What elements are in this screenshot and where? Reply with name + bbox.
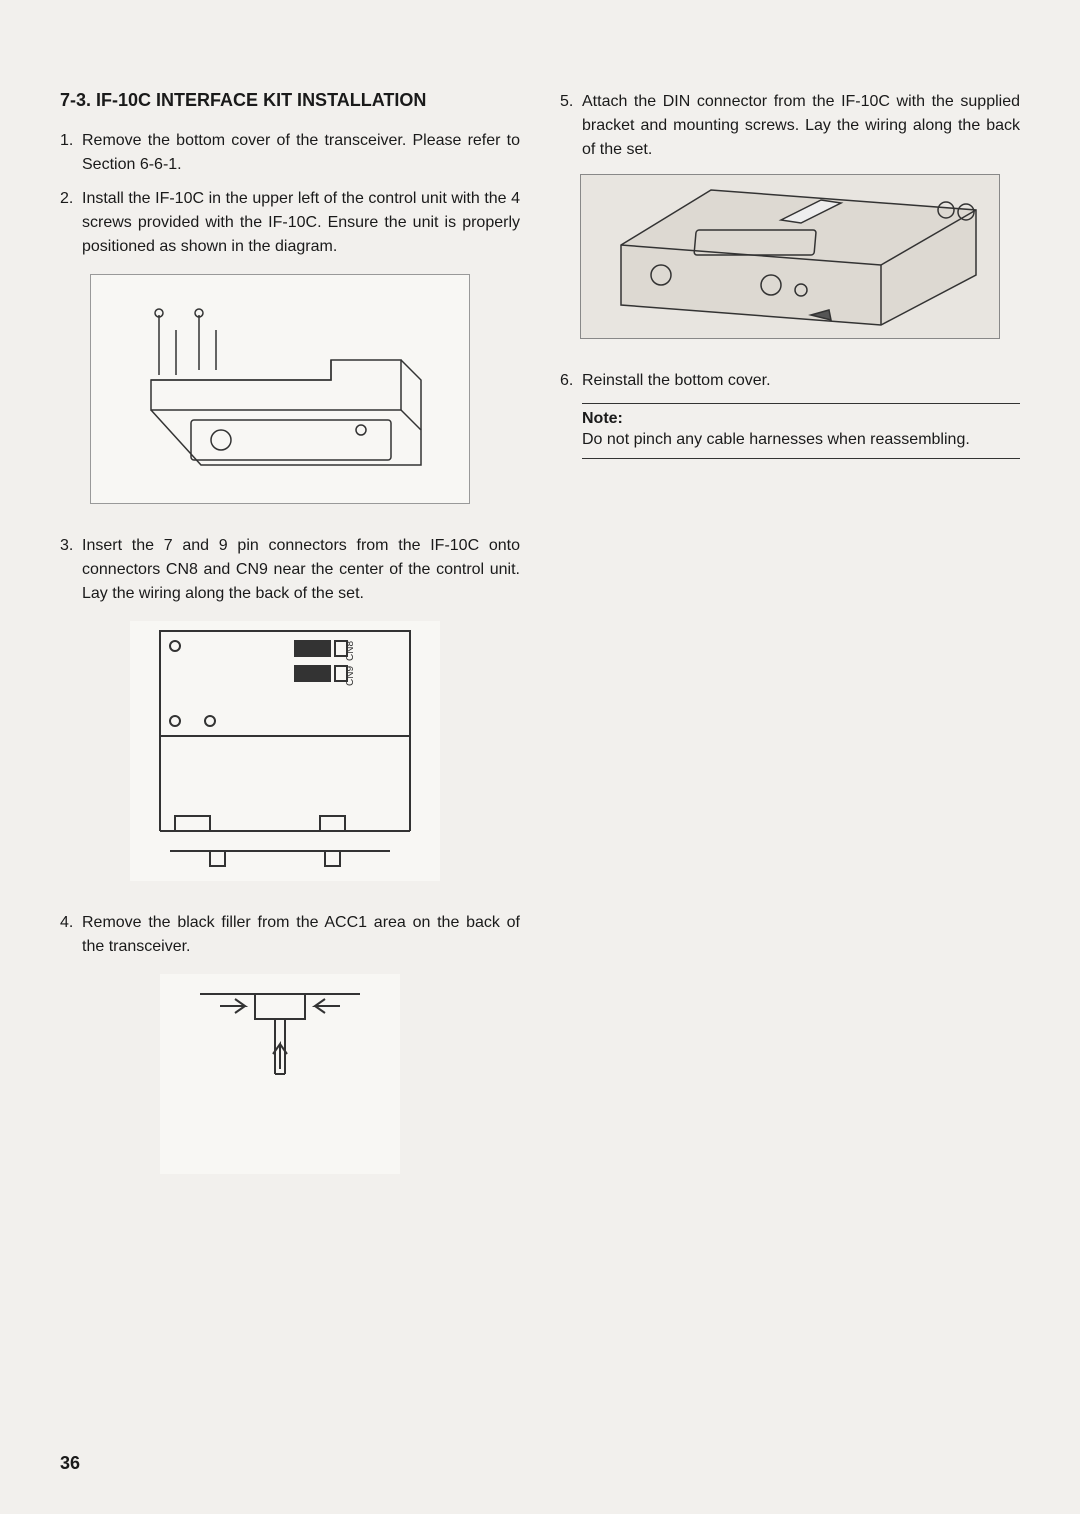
section-title-text: IF-10C INTERFACE KIT INSTALLATION — [96, 90, 426, 110]
step-number: 6. — [560, 369, 582, 393]
step-number: 1. — [60, 129, 82, 177]
step-text: Reinstall the bottom cover. — [582, 369, 1020, 393]
note-box: Note: Do not pinch any cable harnesses w… — [582, 403, 1020, 459]
right-column: 5. Attach the DIN connector from the IF-… — [560, 90, 1020, 1204]
step-number: 4. — [60, 911, 82, 959]
step-text: Attach the DIN connector from the IF-10C… — [582, 90, 1020, 162]
step-number: 2. — [60, 187, 82, 259]
step-6: 6. Reinstall the bottom cover. — [560, 369, 1020, 393]
step-1: 1. Remove the bottom cover of the transc… — [60, 129, 520, 177]
step-text: Remove the black filler from the ACC1 ar… — [82, 911, 520, 959]
step-2: 2. Install the IF-10C in the upper left … — [60, 187, 520, 259]
step-number: 3. — [60, 534, 82, 606]
step-4: 4. Remove the black filler from the ACC1… — [60, 911, 520, 959]
note-text: Do not pinch any cable harnesses when re… — [582, 428, 1020, 452]
step-3: 3. Insert the 7 and 9 pin connectors fro… — [60, 534, 520, 606]
section-title: 7-3. IF-10C INTERFACE KIT INSTALLATION — [60, 90, 520, 111]
left-column: 7-3. IF-10C INTERFACE KIT INSTALLATION 1… — [60, 90, 520, 1204]
step-5: 5. Attach the DIN connector from the IF-… — [560, 90, 1020, 162]
diagram-connectors: CN8 CN9 — [130, 621, 440, 881]
note-label: Note: — [582, 410, 623, 427]
svg-text:CN8: CN8 — [345, 641, 356, 661]
section-number: 7-3. — [60, 90, 91, 110]
step-text: Remove the bottom cover of the transceiv… — [82, 129, 520, 177]
page-number: 36 — [60, 1453, 80, 1474]
diagram-filler — [160, 974, 400, 1174]
step-text: Install the IF-10C in the upper left of … — [82, 187, 520, 259]
step-number: 5. — [560, 90, 582, 162]
diagram-din-connector — [580, 174, 1000, 339]
diagram-transceiver — [90, 274, 470, 504]
svg-text:CN9: CN9 — [345, 666, 356, 686]
step-text: Insert the 7 and 9 pin connectors from t… — [82, 534, 520, 606]
